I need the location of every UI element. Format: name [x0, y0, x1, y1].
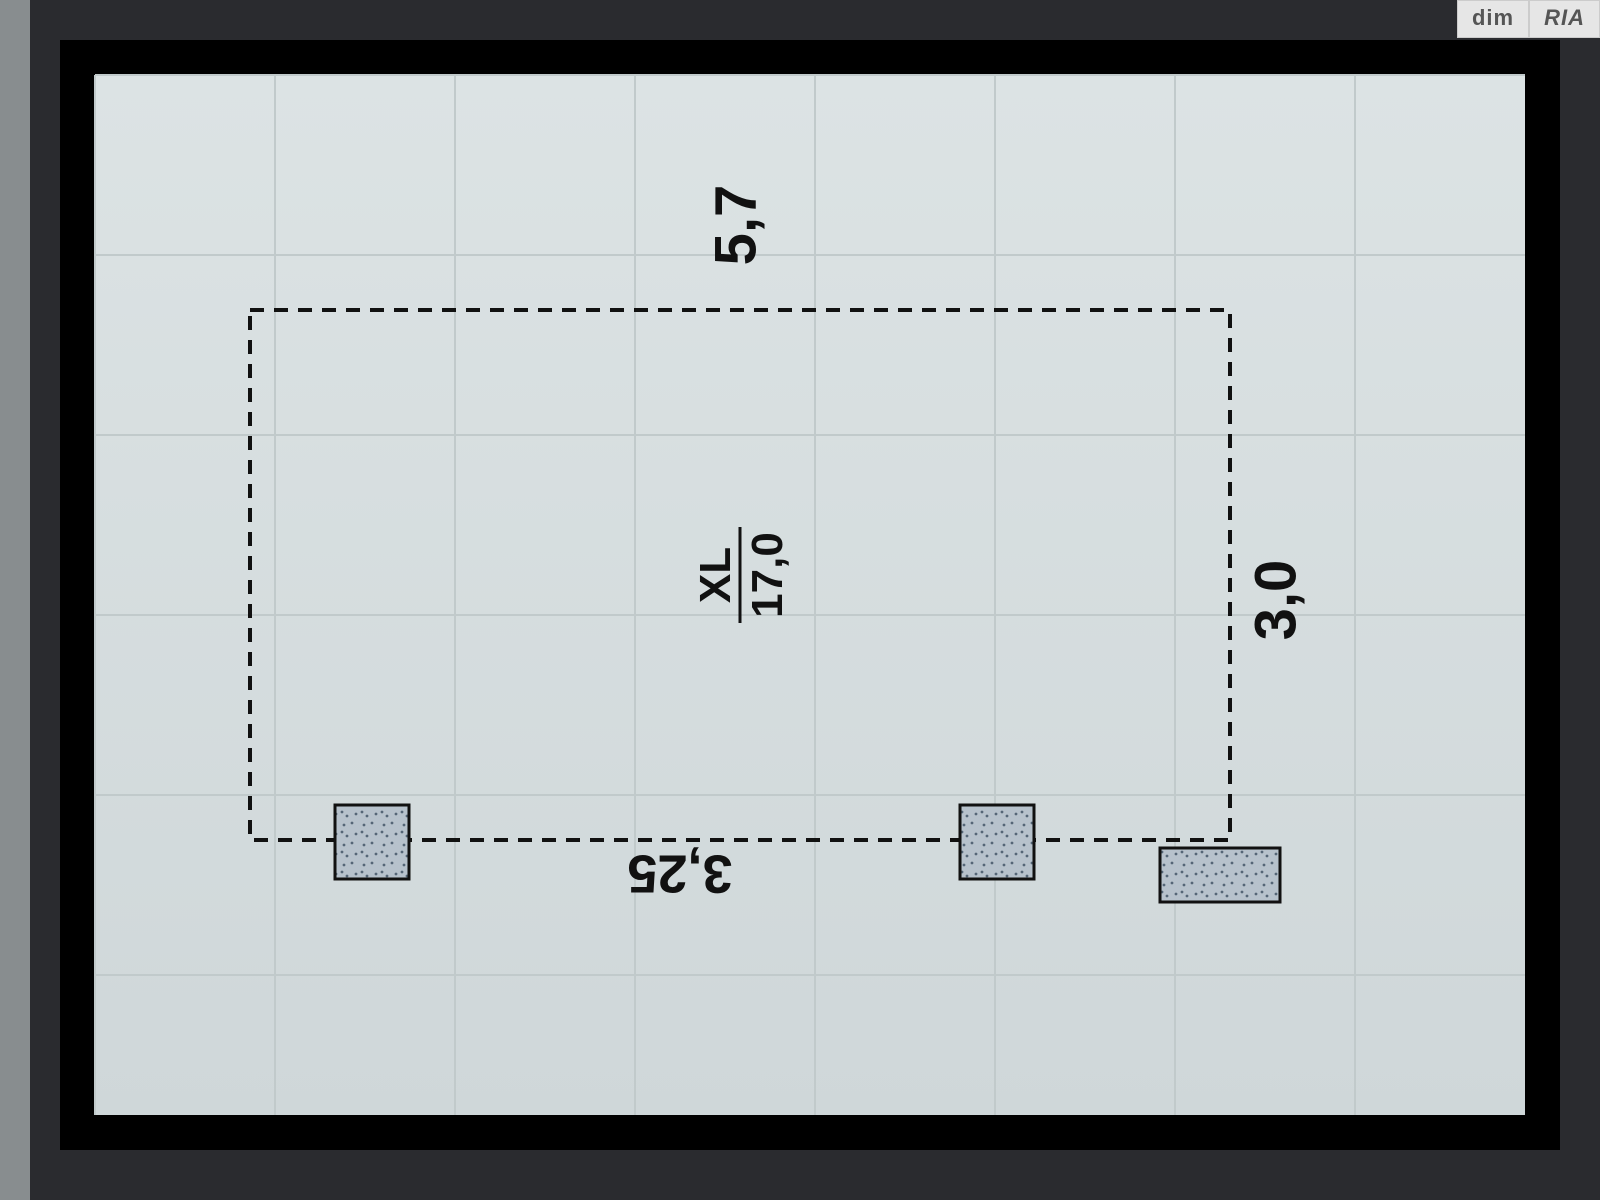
room-label-bottom: 17,0 [743, 532, 792, 618]
column-2 [960, 805, 1034, 879]
watermark-group: dim RIA [1457, 0, 1600, 38]
dimension-right: 3,0 [1243, 560, 1308, 641]
left-strip [0, 0, 30, 1200]
paper [95, 75, 1525, 1115]
column-3 [1160, 848, 1280, 902]
floorplan-svg: XL17,0 5,7 3,0 3,25 [0, 0, 1600, 1200]
svg-text:3,25: 3,25 [627, 844, 732, 904]
dimension-bottom: 3,25 [627, 844, 732, 904]
watermark-ria: RIA [1529, 0, 1600, 38]
dimension-top: 5,7 [703, 185, 768, 266]
stage: XL17,0 5,7 3,0 3,25 dim RIA [0, 0, 1600, 1200]
svg-text:3,0: 3,0 [1243, 560, 1308, 641]
watermark-dim: dim [1457, 0, 1529, 38]
column-1 [335, 805, 409, 879]
room-label-top: XL [691, 547, 740, 603]
svg-text:5,7: 5,7 [703, 185, 768, 266]
